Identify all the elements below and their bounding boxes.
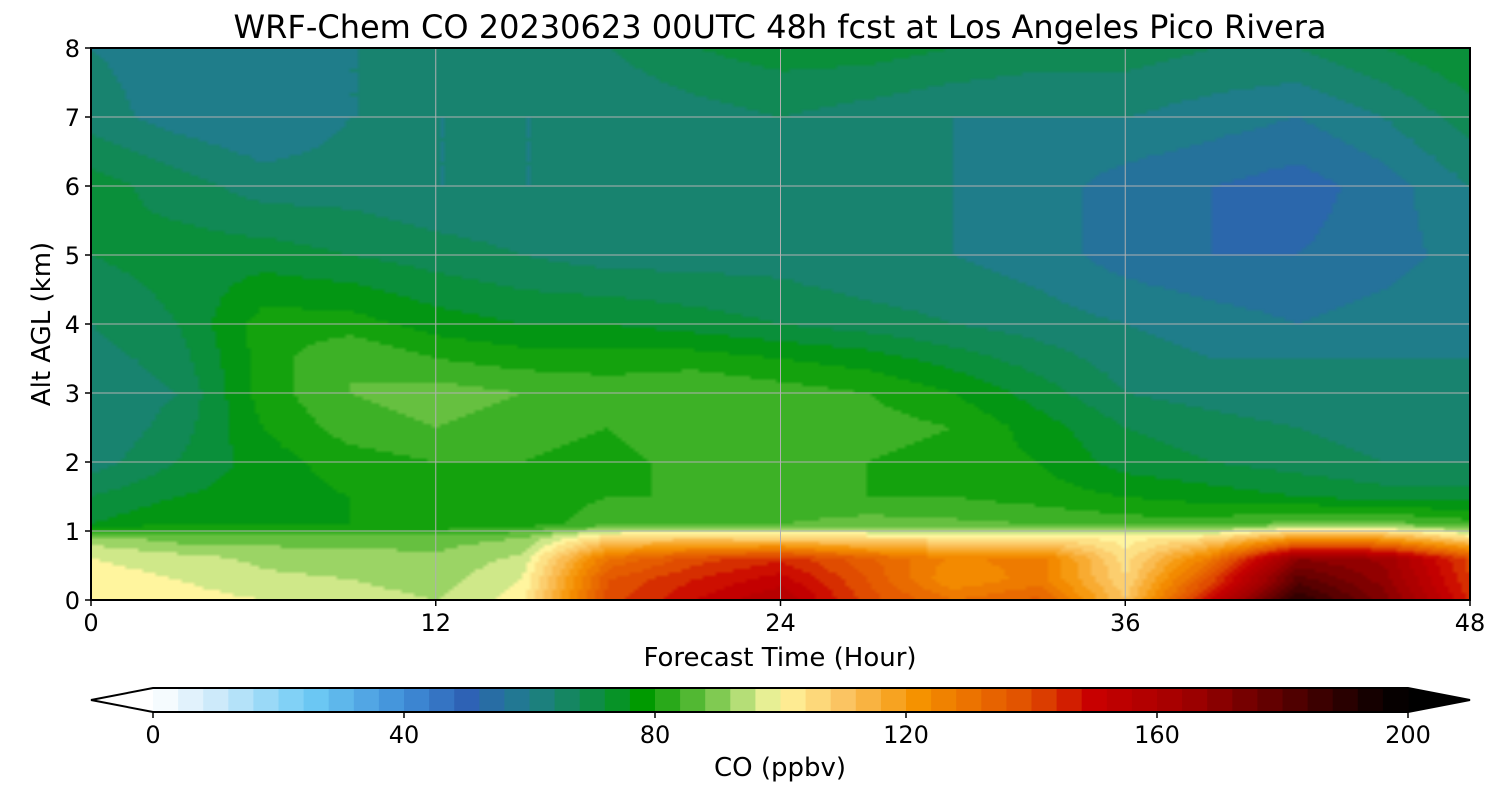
colorbar-segment xyxy=(655,688,681,712)
x-tick-label: 48 xyxy=(1455,609,1486,637)
colorbar-segment xyxy=(178,688,204,712)
colorbar-segment xyxy=(629,688,656,712)
x-tick-label: 0 xyxy=(83,609,98,637)
colorbar-segment xyxy=(1157,688,1183,712)
colorbar-segment xyxy=(1232,688,1258,712)
x-tick-label: 12 xyxy=(420,609,451,637)
colorbar-segment xyxy=(1382,688,1409,712)
y-axis-label: Alt AGL (km) xyxy=(27,242,57,406)
colorbar-segment xyxy=(1282,688,1309,712)
x-tick-label: 36 xyxy=(1110,609,1141,637)
colorbar: 0 40 80 120 160 200 xyxy=(90,687,1471,749)
y-tick-label: 0 xyxy=(65,587,80,615)
colorbar-segment xyxy=(1106,688,1133,712)
colorbar-extend-high xyxy=(1408,688,1470,712)
colorbar-segment xyxy=(780,688,807,712)
colorbar-label: CO (ppbv) xyxy=(714,753,846,783)
colorbar-segment xyxy=(1332,688,1359,712)
colorbar-segment xyxy=(429,688,455,712)
y-tick-label: 8 xyxy=(65,35,80,63)
colorbar-segment xyxy=(203,688,229,712)
colorbar-segment xyxy=(554,688,581,712)
colorbar-segment xyxy=(1207,688,1233,712)
colorbar-segment xyxy=(454,688,480,712)
y-tick-label: 1 xyxy=(65,518,80,546)
colorbar-segment xyxy=(1081,688,1108,712)
colorbar-segment xyxy=(981,688,1007,712)
colorbar-segment xyxy=(1307,688,1334,712)
colorbar-segment xyxy=(353,688,380,712)
colorbar-segment xyxy=(278,688,305,712)
colorbar-segment xyxy=(479,688,505,712)
colorbar-tick-label: 160 xyxy=(1134,721,1180,749)
colorbar-segment xyxy=(1031,688,1058,712)
colorbar-segment xyxy=(228,688,254,712)
colorbar-segment xyxy=(328,688,355,712)
colorbar-segment xyxy=(303,688,330,712)
colorbar-segment xyxy=(504,688,531,712)
colorbar-segment xyxy=(931,688,957,712)
colorbar-segment xyxy=(1182,688,1208,712)
colorbar-segment xyxy=(153,688,179,712)
colorbar-segment xyxy=(755,688,782,712)
colorbar-tick-label: 200 xyxy=(1385,721,1431,749)
y-tick-label: 4 xyxy=(65,311,80,339)
colorbar-segment xyxy=(680,688,706,712)
colorbar-segment xyxy=(1056,688,1083,712)
colorbar-tick-label: 120 xyxy=(883,721,929,749)
y-tick-label: 6 xyxy=(65,173,80,201)
colorbar-segment xyxy=(404,688,430,712)
colorbar-segment xyxy=(880,688,907,712)
colorbar-segment xyxy=(956,688,982,712)
colorbar-segment xyxy=(1131,688,1158,712)
colorbar-tick-label: 40 xyxy=(389,721,420,749)
colorbar-segment xyxy=(906,688,932,712)
y-tick-label: 3 xyxy=(65,380,80,408)
chart-title: WRF-Chem CO 20230623 00UTC 48h fcst at L… xyxy=(234,8,1327,46)
colorbar-segment xyxy=(579,688,606,712)
colorbar-segment xyxy=(378,688,405,712)
x-tick-label: 24 xyxy=(765,609,796,637)
colorbar-extend-low xyxy=(91,688,153,712)
colorbar-segment xyxy=(529,688,556,712)
x-axis-label: Forecast Time (Hour) xyxy=(643,643,916,673)
colorbar-segment xyxy=(1357,688,1384,712)
colorbar-tick-label: 0 xyxy=(145,721,160,749)
colorbar-segment xyxy=(1006,688,1033,712)
colorbar-segment xyxy=(855,688,882,712)
colorbar-segment xyxy=(730,688,756,712)
colorbar-segment xyxy=(604,688,631,712)
colorbar-segment xyxy=(705,688,731,712)
colorbar-segment xyxy=(1257,688,1284,712)
y-tick-label: 2 xyxy=(65,449,80,477)
colorbar-segment xyxy=(805,688,832,712)
y-tick-label: 5 xyxy=(65,242,80,270)
colorbar-segment xyxy=(253,688,280,712)
colorbar-segment xyxy=(830,688,857,712)
colorbar-tick-label: 80 xyxy=(640,721,671,749)
y-tick-label: 7 xyxy=(65,104,80,132)
